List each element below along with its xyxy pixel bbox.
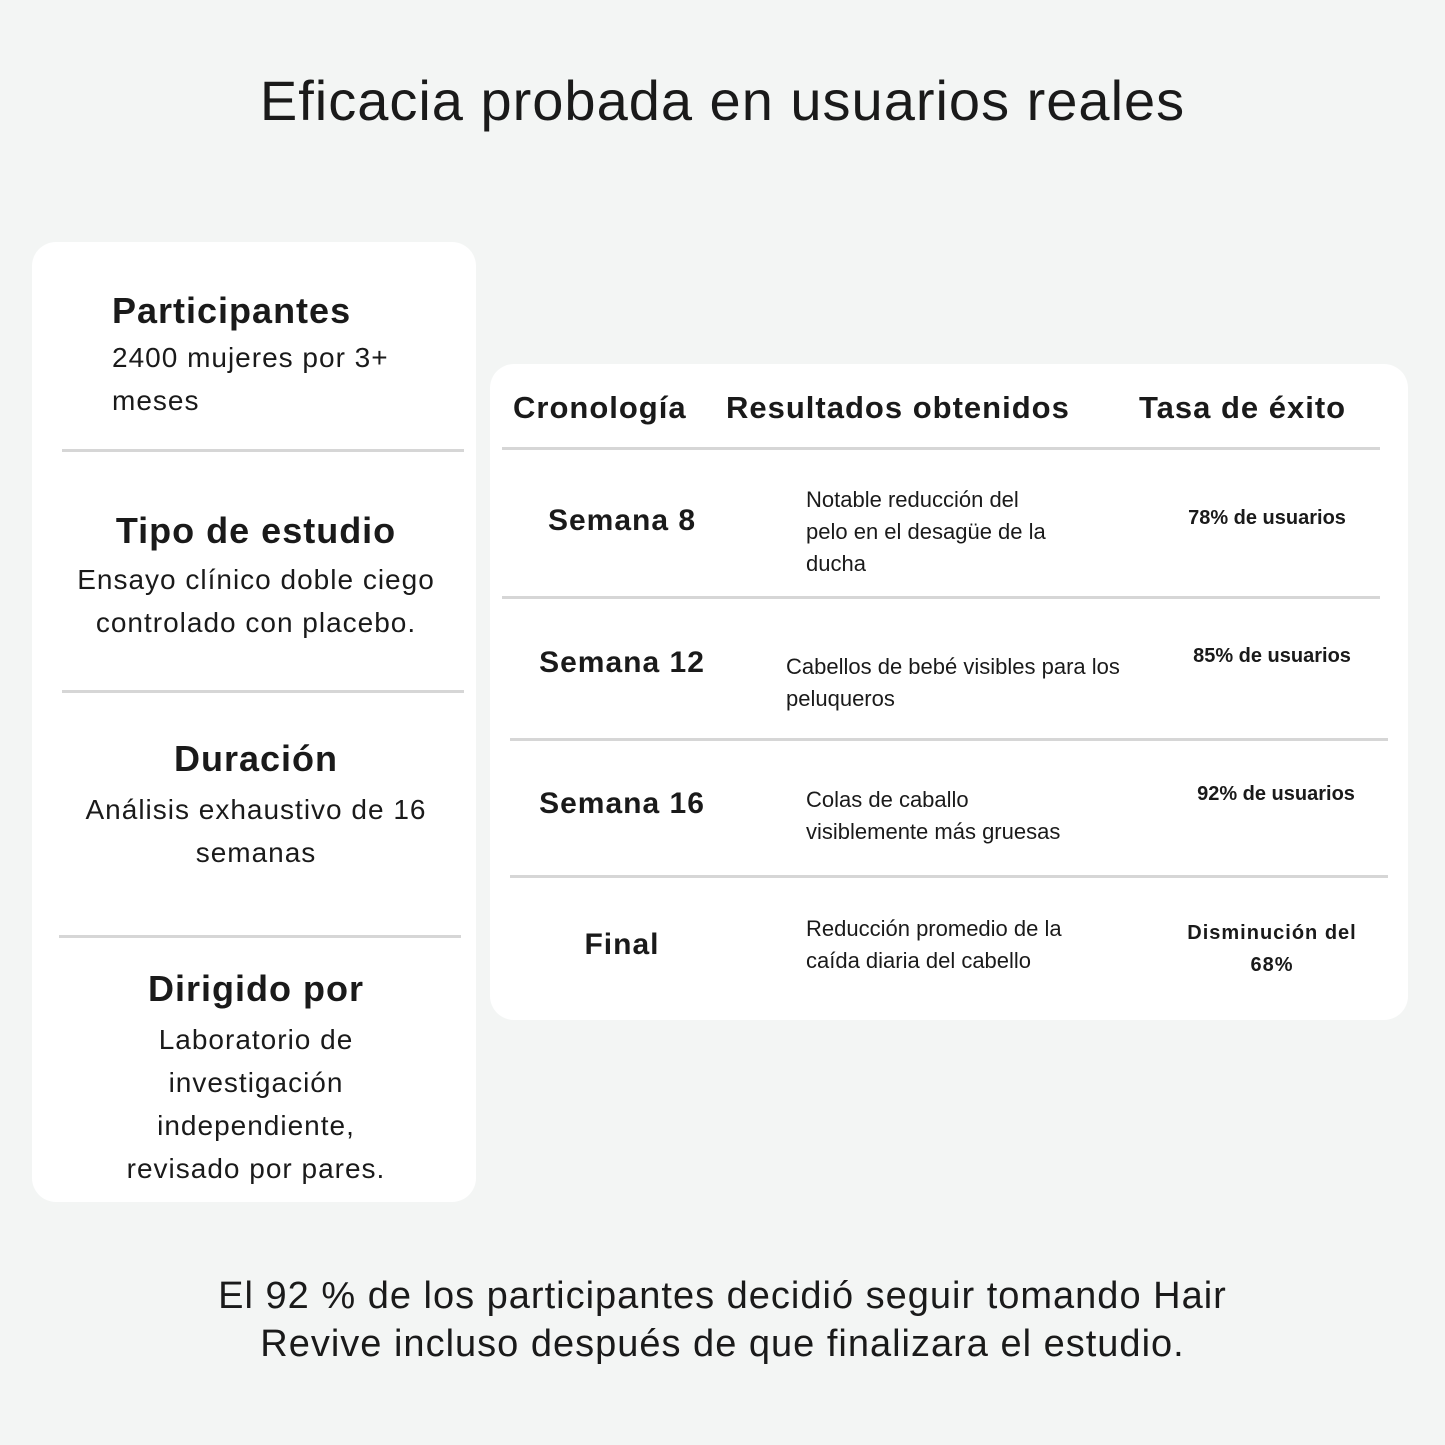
duration-heading: Duración	[173, 738, 339, 779]
row-time: Semana 16	[539, 787, 705, 820]
row-result: Reducción promedio de la caída diaria de…	[806, 916, 1062, 973]
duration-text: Análisis exhaustivo de 16 semanas	[85, 794, 427, 868]
footer-note: El 92 % de los participantes decidió seg…	[0, 1272, 1445, 1368]
row-rate: 78% de usuarios	[1188, 507, 1346, 529]
row-time: Final	[584, 928, 660, 961]
header-timeline: Cronología	[513, 390, 687, 425]
divider	[510, 875, 1388, 878]
results-table-card	[490, 364, 1408, 1020]
participants-text: 2400 mujeres por 3+ meses	[112, 342, 389, 416]
row-rate: 85% de usuarios	[1193, 645, 1351, 667]
row-rate: 92% de usuarios	[1197, 783, 1355, 805]
conducted-by-heading: Dirigido por	[148, 968, 364, 1009]
conducted-by-text: Laboratorio de investigación independien…	[126, 1024, 386, 1184]
divider	[502, 447, 1380, 450]
header-results: Resultados obtenidos	[726, 390, 1070, 425]
participants-heading: Participantes	[112, 290, 352, 331]
divider	[62, 449, 464, 452]
study-details-card	[32, 242, 476, 1202]
divider	[510, 738, 1388, 741]
row-result: Colas de caballo visiblemente más gruesa…	[806, 787, 1061, 844]
page-title: Eficacia probada en usuarios reales	[259, 69, 1186, 132]
row-time: Semana 12	[539, 646, 705, 679]
row-time: Semana 8	[547, 504, 697, 537]
footer-text: El 92 % de los participantes decidió seg…	[218, 1275, 1227, 1365]
divider	[59, 935, 461, 938]
row-result: Cabellos de bebé visibles para los peluq…	[786, 654, 1120, 711]
header-success-rate: Tasa de éxito	[1139, 390, 1347, 425]
divider	[62, 690, 464, 693]
study-type-heading: Tipo de estudio	[115, 510, 397, 551]
row-result: Notable reducción del pelo en el desagüe…	[806, 487, 1046, 576]
divider	[502, 596, 1380, 599]
row-rate: Disminución del 68%	[1187, 922, 1357, 976]
study-type-text: Ensayo clínico doble ciego controlado co…	[77, 564, 435, 638]
